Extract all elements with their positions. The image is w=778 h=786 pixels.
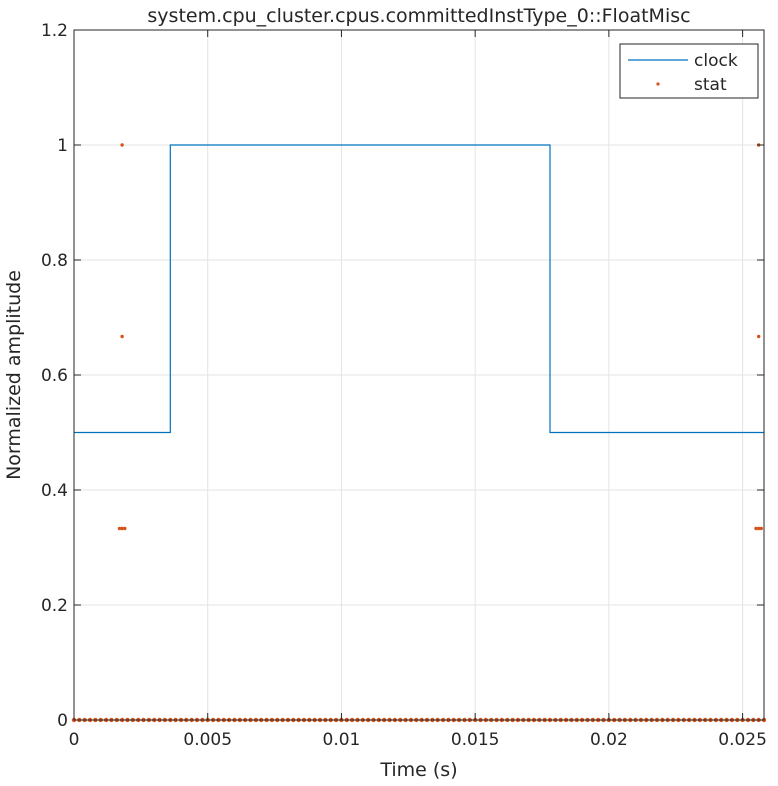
legend-clock-label: clock	[694, 51, 738, 71]
legend: clock stat	[619, 43, 759, 99]
x-tick-label: 0.015	[451, 730, 500, 750]
x-tick-label: 0.005	[183, 730, 232, 750]
series-stat-point	[120, 143, 124, 147]
series-stat-point	[754, 526, 758, 531]
x-tick-label: 0	[69, 730, 80, 750]
y-tick-label: 0	[57, 711, 68, 731]
y-axis-label: Normalized amplitude	[3, 270, 25, 480]
series-stat-point	[120, 334, 124, 339]
series-stat-point	[123, 526, 127, 531]
legend-stat-swatch	[656, 82, 660, 86]
series-clock-line	[74, 144, 764, 434]
y-tick-label: 0.8	[41, 251, 68, 271]
chart-title: system.cpu_cluster.cpus.committedInstTyp…	[147, 5, 690, 27]
series-stat-point	[120, 526, 124, 531]
y-tick-label: 0.2	[41, 596, 68, 616]
series-stat-point	[117, 526, 122, 531]
series-stat-point	[759, 526, 763, 531]
y-tick-label: 1.2	[41, 21, 68, 41]
series-stat-point	[757, 334, 761, 339]
x-tick-label: 0.02	[590, 730, 628, 750]
series-stat-point	[757, 526, 761, 531]
y-tick-label: 1	[57, 136, 68, 156]
x-tick-label: 0.01	[323, 730, 361, 750]
legend-stat-label: stat	[694, 75, 727, 95]
x-tick-label: 0.025	[718, 730, 767, 750]
x-axis-label: Time (s)	[379, 759, 457, 781]
y-tick-label: 0.4	[41, 481, 68, 501]
legend-box	[619, 43, 759, 99]
ticks: 0 0.005 0.01 0.015 0.02 0.025 0 0.2 0.4 0.6 0.8 1 1.…	[41, 21, 767, 750]
y-tick-label: 0.6	[41, 366, 68, 386]
